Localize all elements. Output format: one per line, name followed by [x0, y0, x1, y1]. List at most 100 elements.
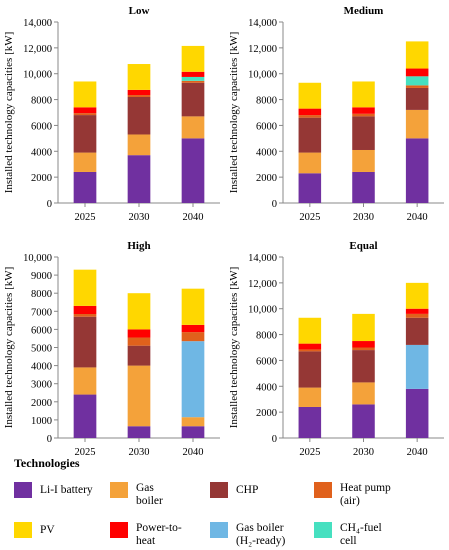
- bar-segment: [298, 117, 322, 153]
- bar-segment: [352, 382, 375, 405]
- bar-segment: [298, 387, 322, 407]
- legend-item: CH₄-fuel cell: [314, 522, 382, 548]
- y-tick-label: 0: [47, 199, 52, 210]
- y-axis-label: Installed technology capacities [kW]: [3, 267, 15, 429]
- legend-label: CH₄-fuel cell: [340, 522, 382, 547]
- bar-segment: [127, 89, 151, 96]
- chart-title: Medium: [344, 5, 384, 17]
- bar-segment: [127, 345, 151, 366]
- bar-segment: [298, 108, 322, 116]
- bar-segment: [405, 109, 429, 139]
- y-tick-label: 10,000: [23, 253, 52, 264]
- legend-swatch: [110, 522, 128, 538]
- bar-segment: [127, 96, 151, 135]
- legend-label: CHP: [236, 484, 259, 496]
- y-tick-label: 0: [272, 199, 277, 210]
- legend-swatch: [210, 482, 228, 498]
- bar-segment: [181, 138, 205, 203]
- legend-swatch: [210, 522, 228, 538]
- y-tick-label: 4000: [256, 382, 277, 393]
- bar-segment: [73, 152, 97, 172]
- y-axis-label: Installed technology capacities [kW]: [228, 267, 240, 429]
- y-tick-label: 14,000: [23, 18, 52, 29]
- bar-segment: [73, 316, 97, 368]
- bar-segment: [127, 293, 151, 330]
- bar-segment: [405, 388, 429, 438]
- y-tick-label: 8000: [31, 289, 52, 300]
- x-tick-label: 2040: [407, 447, 428, 458]
- bar-segment: [181, 45, 205, 72]
- bar-segment: [73, 171, 97, 203]
- bar-segment: [73, 314, 97, 317]
- y-tick-label: 8000: [31, 96, 52, 107]
- legend-swatch: [110, 482, 128, 498]
- bar-segment: [181, 82, 205, 117]
- legend-label: Gas boiler: [136, 482, 163, 507]
- bar-segment: [298, 351, 322, 388]
- bar-segment: [352, 341, 375, 348]
- bar-segment: [181, 417, 205, 427]
- bar-segment: [181, 288, 205, 325]
- bar-segment: [405, 282, 429, 309]
- bar-segment: [181, 76, 205, 81]
- y-tick-label: 10,000: [248, 70, 277, 81]
- x-tick-label: 2030: [129, 212, 150, 223]
- bar-segment: [298, 82, 322, 109]
- bar-segment: [181, 71, 205, 77]
- legend-swatch: [14, 522, 32, 538]
- legend-item: Gas boiler: [110, 482, 163, 508]
- legend-label: Gas boiler (H₂-ready): [236, 522, 286, 547]
- bar-segment: [298, 406, 322, 438]
- bar-segment: [127, 95, 151, 97]
- y-tick-label: 6000: [256, 356, 277, 367]
- chart-panel-medium: Medium Installed technology capacities [k…: [228, 5, 444, 223]
- y-tick-label: 10,000: [23, 70, 52, 81]
- bar-segment: [352, 404, 375, 438]
- bar-segment: [181, 332, 205, 342]
- bar-segment: [73, 81, 97, 108]
- y-tick-label: 6000: [31, 121, 52, 132]
- chart-panel-high: High Installed technology capacities [kW]…: [3, 240, 220, 458]
- bar-segment: [405, 344, 429, 389]
- bar-segment: [181, 426, 205, 438]
- bar-segment: [405, 317, 429, 345]
- y-tick-label: 2000: [256, 173, 277, 184]
- chart-title: Equal: [349, 240, 377, 252]
- y-tick-label: 0: [272, 434, 277, 445]
- bar-segment: [352, 313, 375, 342]
- bar-segment: [352, 149, 375, 172]
- y-tick-label: 2000: [256, 408, 277, 419]
- y-tick-label: 1000: [31, 416, 52, 427]
- y-tick-label: 14,000: [248, 18, 277, 29]
- bar-segment: [352, 350, 375, 383]
- y-tick-label: 4000: [31, 147, 52, 158]
- y-axis-label: Installed technology capacities [kW]: [228, 32, 240, 194]
- bar-segment: [405, 68, 429, 77]
- bar-segment: [73, 367, 97, 395]
- y-tick-label: 8000: [256, 331, 277, 342]
- bar-segment: [405, 138, 429, 203]
- y-tick-label: 5000: [31, 344, 52, 355]
- bar-segment: [127, 64, 151, 90]
- x-tick-label: 2040: [183, 447, 204, 458]
- y-tick-label: 8000: [256, 96, 277, 107]
- chart-panel-low: Low Installed technology capacities [kW] 0…: [3, 5, 220, 223]
- bar-segment: [73, 394, 97, 438]
- legend-label: Power-to- heat: [136, 522, 182, 547]
- x-tick-label: 2040: [407, 212, 428, 223]
- y-axis-label: Installed technology capacities [kW]: [3, 32, 15, 194]
- legend-item: PV: [14, 522, 55, 538]
- bar-segment: [352, 171, 375, 203]
- chart-title: High: [127, 240, 150, 252]
- bar-segment: [181, 80, 205, 83]
- y-tick-label: 14,000: [248, 253, 277, 264]
- y-tick-label: 6000: [31, 325, 52, 336]
- legend-label: Heat pump (air): [340, 482, 391, 507]
- y-tick-label: 12,000: [248, 44, 277, 55]
- bar-segment: [352, 347, 375, 351]
- bar-segment: [405, 313, 429, 318]
- x-tick-label: 2030: [129, 447, 150, 458]
- bar-segment: [181, 116, 205, 139]
- bar-segment: [181, 341, 205, 418]
